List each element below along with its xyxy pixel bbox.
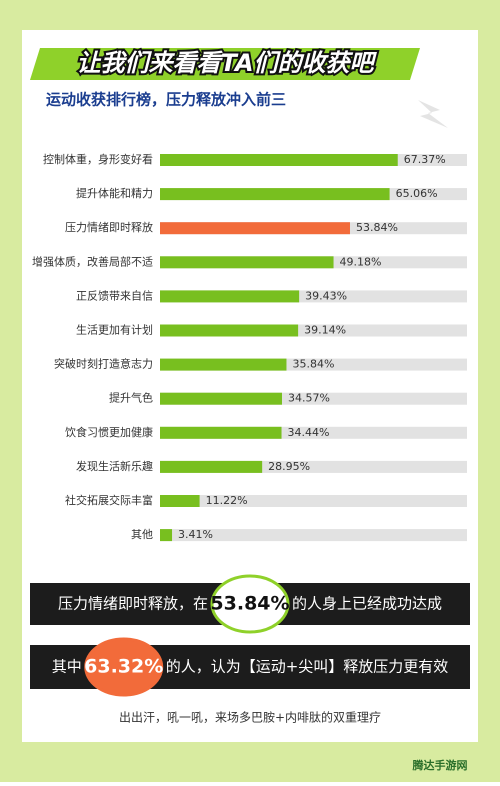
value-label: 53.84% <box>356 221 398 234</box>
watermark: 腾达手游网 <box>413 758 468 772</box>
category-label: 饮食习惯更加健康 <box>65 425 153 439</box>
card <box>22 30 478 742</box>
category-label: 提升体能和精力 <box>76 186 153 200</box>
bar <box>160 290 300 303</box>
bar <box>160 222 350 235</box>
bar-track <box>160 529 467 542</box>
bar <box>160 324 299 337</box>
chart-title: 让我们来看看TA们的收获吧 <box>76 49 377 77</box>
bar <box>160 256 334 269</box>
category-label: 压力情绪即时释放 <box>65 220 153 234</box>
bar <box>160 460 263 473</box>
bar-track <box>160 495 467 507</box>
category-label: 正反馈带来自信 <box>76 289 153 302</box>
bar <box>160 188 390 201</box>
callout-circle <box>84 637 164 697</box>
bar <box>160 426 282 439</box>
bar <box>160 392 282 405</box>
callout-text: 压力情绪即时释放，在 <box>58 595 208 613</box>
category-label: 增强体质，改善局部不适 <box>32 254 153 268</box>
value-label: 34.57% <box>288 392 330 405</box>
value-label: 67.37% <box>404 153 446 166</box>
callout-text: 的人身上已经成功达成 <box>292 595 442 613</box>
category-label: 生活更加有计划 <box>76 323 153 337</box>
value-label: 34.44% <box>288 426 330 439</box>
bar <box>160 495 200 507</box>
value-label: 28.95% <box>268 460 310 473</box>
callout-circle <box>210 574 290 634</box>
category-label: 其他 <box>131 528 153 541</box>
value-label: 65.06% <box>396 187 438 200</box>
callout-text: 其中 <box>52 658 82 676</box>
category-label: 提升气色 <box>109 391 153 405</box>
value-label: 3.41% <box>178 528 213 541</box>
category-label: 发现生活新乐趣 <box>76 459 153 473</box>
callout-value: 53.84% <box>210 593 289 615</box>
callout-value: 63.32% <box>84 656 163 678</box>
bar <box>160 154 398 166</box>
bar <box>160 358 287 371</box>
title-bg <box>30 48 420 80</box>
category-label: 社交拓展交际丰富 <box>65 493 153 507</box>
subtitle: 运动收获排行榜，压力释放冲入前三 <box>46 91 286 109</box>
value-label: 39.43% <box>305 289 347 302</box>
value-label: 39.14% <box>304 324 346 337</box>
bar <box>160 529 173 542</box>
category-label: 突破时刻打造意志力 <box>54 357 153 371</box>
category-label: 控制体重，身形变好看 <box>43 152 153 166</box>
value-label: 11.22% <box>206 494 248 507</box>
callout-text: 的人，认为【运动+尖叫】释放压力更有效 <box>166 658 449 676</box>
value-label: 49.18% <box>340 255 382 268</box>
value-label: 35.84% <box>292 358 334 371</box>
footer: 出出汗，吼一吼，来场多巴胺+内啡肽的双重理疗 <box>119 710 381 725</box>
